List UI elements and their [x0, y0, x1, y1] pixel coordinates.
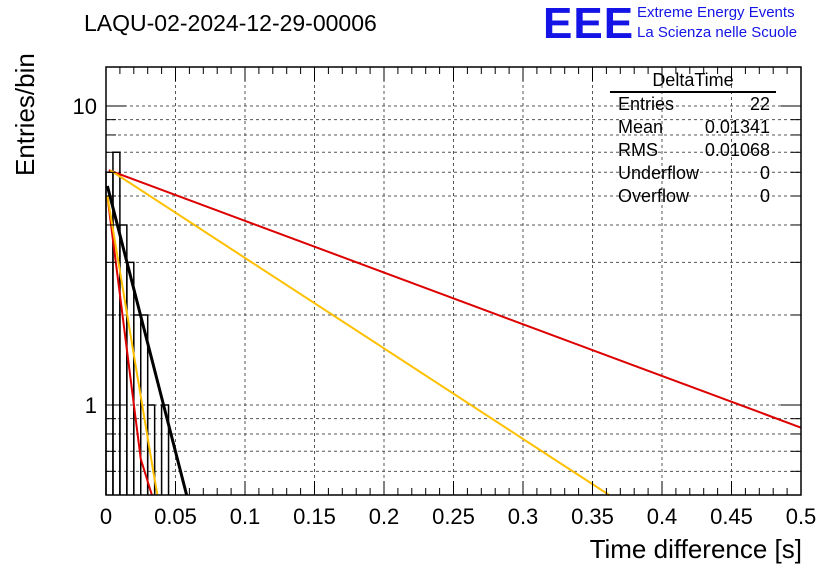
y-tick-label: 10: [73, 94, 97, 119]
stats-row-overflow: Overflow 0: [610, 185, 776, 208]
x-tick-label: 0.45: [710, 504, 753, 529]
stats-rows: Entries 22 Mean 0.01341 RMS 0.01068 Underflow 0…: [610, 93, 776, 208]
fit-curve-2: [109, 169, 610, 496]
tick-labels: 0 0.05 0.1 0.15 0.2 0.25 0.3 0.35 0.4 0.45 0.5 1 10: [73, 94, 817, 529]
stats-box: DeltaTime Entries 22 Mean 0.01341 RMS 0.01068…: [610, 70, 776, 208]
x-tick-label: 0.2: [369, 504, 400, 529]
histogram-bin-6: [146, 404, 156, 495]
fit-curve-1: [108, 169, 802, 429]
axes: [105, 66, 802, 496]
x-axis-label: Time difference [s]: [590, 534, 802, 564]
stats-label: Mean: [618, 117, 664, 137]
histogram-bins: [105, 151, 170, 495]
stats-label: Entries: [618, 94, 675, 114]
x-tick-label: 0.5: [786, 504, 817, 529]
histogram-bin-1: [112, 151, 121, 495]
run-title: LAQU-02-2024-12-29-00006: [84, 10, 377, 36]
stats-value: 22: [749, 94, 770, 114]
x-tick-label: 0.05: [154, 504, 197, 529]
histogram-bin-2: [119, 224, 128, 495]
stats-label: Underflow: [618, 163, 700, 183]
x-tick-label: 0.35: [571, 504, 614, 529]
fit-curves: [105, 169, 802, 496]
stats-label: Overflow: [618, 186, 690, 206]
logo-line-2: La Scienza nelle Scuole: [637, 24, 798, 41]
stats-row-mean: Mean 0.01341: [610, 116, 776, 139]
stats-value: 0: [759, 186, 770, 206]
x-tick-label: 0.1: [230, 504, 261, 529]
x-tick-label: 0: [100, 504, 112, 529]
x-tick-label: 0.3: [508, 504, 539, 529]
fit-curve-4: [106, 195, 159, 496]
logo-line-1: Extreme Energy Events: [637, 4, 795, 21]
stats-value: 0.01341: [704, 117, 770, 137]
stats-label: RMS: [618, 140, 658, 160]
stats-row-rms: RMS 0.01068: [610, 139, 776, 162]
y-axis-label: Entries/bin: [10, 53, 40, 176]
stats-value: 0: [759, 163, 770, 183]
fit-curve-0: [105, 185, 189, 496]
x-tick-label: 0.4: [647, 504, 678, 529]
stats-value: 0.01068: [704, 140, 770, 160]
stats-row-entries: Entries 22: [610, 93, 776, 116]
y-tick-label: 1: [85, 393, 97, 418]
stats-row-underflow: Underflow 0: [610, 162, 776, 185]
grid: [106, 67, 801, 495]
x-tick-label: 0.15: [293, 504, 336, 529]
eee-logo: EEE: [543, 0, 635, 48]
fit-curve-3: [106, 195, 153, 496]
stats-title: DeltaTime: [610, 70, 776, 93]
x-tick-label: 0.25: [432, 504, 475, 529]
